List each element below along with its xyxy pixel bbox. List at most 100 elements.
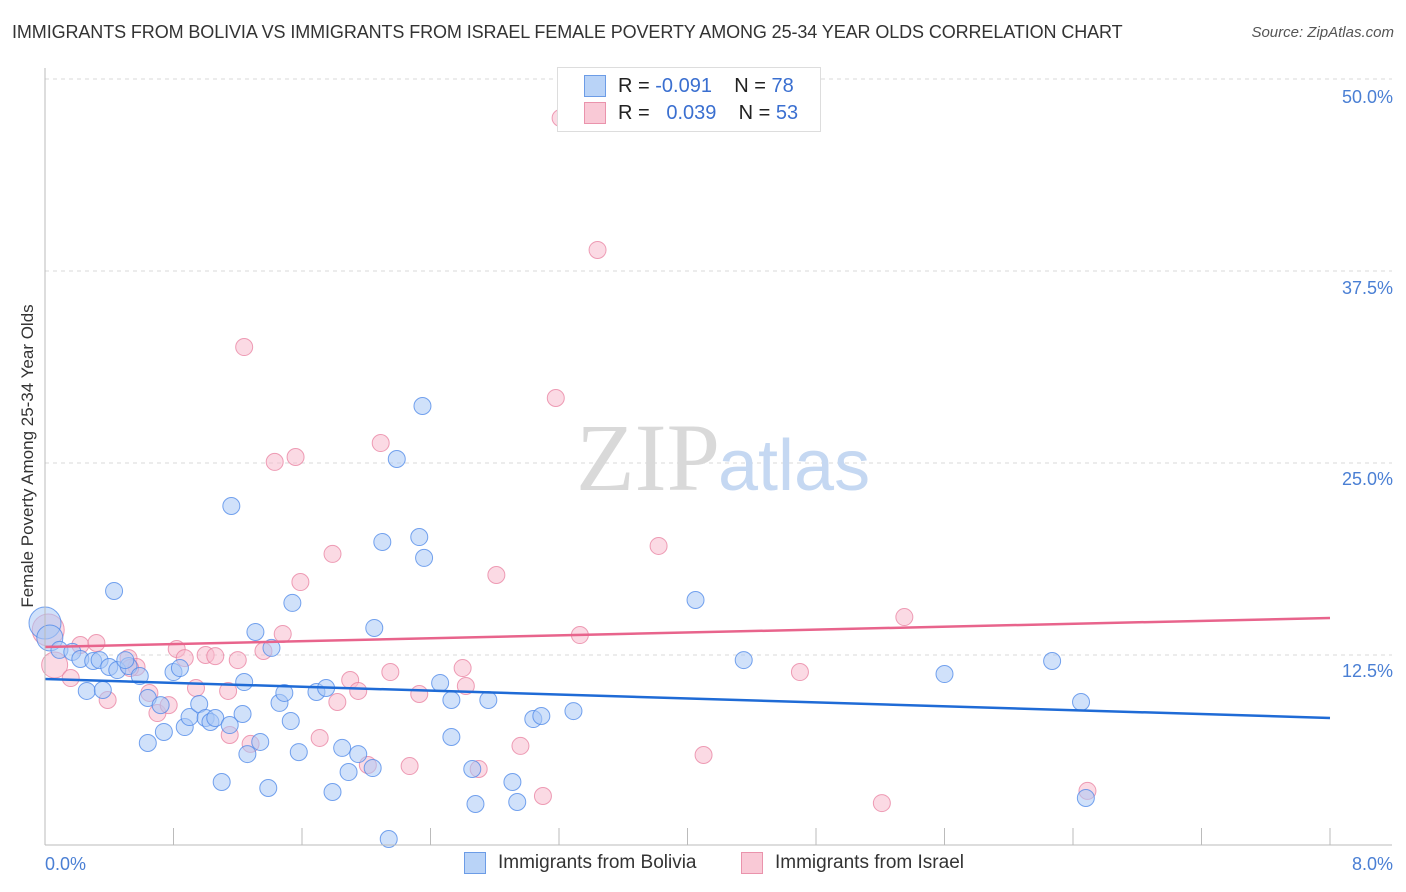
legend-label: Immigrants from Israel xyxy=(775,852,964,873)
y-tick-label: 37.5% xyxy=(1342,278,1393,298)
r-value: -0.091 xyxy=(655,74,712,97)
data-point-israel xyxy=(286,448,305,467)
data-point-israel xyxy=(87,634,106,653)
data-point-israel xyxy=(61,669,80,688)
data-point-bolivia xyxy=(442,691,461,710)
data-point-bolivia xyxy=(93,681,112,700)
data-point-bolivia xyxy=(1072,693,1091,712)
data-point-bolivia xyxy=(233,704,252,723)
data-point-bolivia xyxy=(259,779,278,798)
legend-item-bolivia[interactable]: Immigrants from Bolivia xyxy=(464,852,697,874)
data-point-bolivia xyxy=(283,593,302,612)
watermark-zip: ZIP xyxy=(576,404,720,511)
data-point-bolivia xyxy=(686,591,705,610)
data-point-bolivia xyxy=(130,667,149,686)
data-point-israel xyxy=(219,681,238,700)
data-point-israel xyxy=(895,608,914,627)
data-point-bolivia xyxy=(410,528,429,547)
data-point-bolivia xyxy=(349,745,368,764)
n-label: N = xyxy=(738,101,771,124)
data-point-israel xyxy=(410,685,429,704)
data-point-bolivia xyxy=(415,548,434,567)
r-label: R = xyxy=(618,101,650,124)
n-label: N = xyxy=(734,74,766,97)
bolivia-swatch xyxy=(584,75,606,97)
data-point-israel xyxy=(235,338,254,357)
data-point-bolivia xyxy=(77,681,96,700)
data-point-bolivia xyxy=(431,673,450,692)
data-point-bolivia xyxy=(387,450,406,469)
data-point-israel xyxy=(265,452,284,471)
bolivia-swatch xyxy=(464,852,486,874)
watermark-atlas: atlas xyxy=(718,426,870,506)
data-point-bolivia xyxy=(734,651,753,670)
data-point-israel xyxy=(546,389,565,408)
data-point-bolivia xyxy=(246,622,265,641)
legend-item-israel[interactable]: Immigrants from Israel xyxy=(741,852,964,874)
data-point-israel xyxy=(487,565,506,584)
israel-swatch xyxy=(741,852,763,874)
data-point-bolivia xyxy=(373,532,392,551)
data-point-bolivia xyxy=(105,581,124,600)
data-point-bolivia xyxy=(251,732,270,751)
data-point-bolivia xyxy=(116,651,135,670)
data-point-israel xyxy=(456,677,475,696)
data-point-bolivia xyxy=(1076,789,1095,808)
data-point-bolivia xyxy=(466,794,485,813)
stats-legend: R = -0.091 N = 78 R = 0.039 N = 53 xyxy=(557,67,821,132)
data-point-bolivia xyxy=(333,738,352,757)
data-point-israel xyxy=(649,536,668,555)
data-point-israel xyxy=(291,573,310,592)
data-point-bolivia xyxy=(564,702,583,721)
data-point-israel xyxy=(588,240,607,259)
data-point-bolivia xyxy=(479,691,498,710)
data-point-israel xyxy=(273,624,292,643)
legend-row-israel: R = 0.039 N = 53 xyxy=(584,100,798,126)
data-point-bolivia xyxy=(281,712,300,731)
data-point-bolivia xyxy=(206,708,225,727)
data-point-bolivia xyxy=(220,716,239,735)
y-tick-label: 50.0% xyxy=(1342,87,1393,107)
n-value: 53 xyxy=(775,101,799,124)
data-point-israel xyxy=(349,681,368,700)
data-point-israel xyxy=(694,745,713,764)
trend-line-israel xyxy=(44,616,1331,649)
data-point-bolivia xyxy=(138,734,157,753)
data-point-israel xyxy=(511,736,530,755)
data-point-israel xyxy=(790,663,809,682)
data-point-bolivia xyxy=(935,665,954,684)
data-point-bolivia xyxy=(532,706,551,725)
data-point-israel xyxy=(453,659,472,678)
chart-title: IMMIGRANTS FROM BOLIVIA VS IMMIGRANTS FR… xyxy=(12,22,1123,42)
data-point-israel xyxy=(310,728,329,747)
data-point-bolivia xyxy=(339,763,358,782)
data-point-israel xyxy=(328,693,347,712)
data-point-bolivia xyxy=(1043,651,1062,670)
r-label: R = xyxy=(618,74,650,97)
legend-label: Immigrants from Bolivia xyxy=(498,852,697,873)
data-point-israel xyxy=(381,663,400,682)
data-point-bolivia xyxy=(235,673,254,692)
data-point-israel xyxy=(872,794,891,813)
data-point-israel xyxy=(228,651,247,670)
data-point-israel xyxy=(371,434,390,453)
israel-swatch xyxy=(584,102,606,124)
data-point-israel xyxy=(186,679,205,698)
data-point-bolivia xyxy=(238,745,257,764)
data-point-israel xyxy=(206,647,225,666)
legend-row-bolivia: R = -0.091 N = 78 xyxy=(584,73,794,99)
data-point-bolivia xyxy=(442,728,461,747)
data-point-bolivia xyxy=(262,638,281,657)
data-point-bolivia xyxy=(151,696,170,715)
data-point-bolivia xyxy=(212,773,231,792)
data-point-bolivia xyxy=(463,759,482,778)
data-point-bolivia xyxy=(508,792,527,811)
data-point-bolivia xyxy=(379,830,398,849)
data-point-bolivia xyxy=(503,773,522,792)
source-label: Source: ZipAtlas.com xyxy=(1251,24,1394,41)
data-point-bolivia xyxy=(365,618,384,637)
trend-line-bolivia xyxy=(44,677,1331,720)
data-point-bolivia xyxy=(170,659,189,678)
r-value: 0.039 xyxy=(666,101,717,124)
